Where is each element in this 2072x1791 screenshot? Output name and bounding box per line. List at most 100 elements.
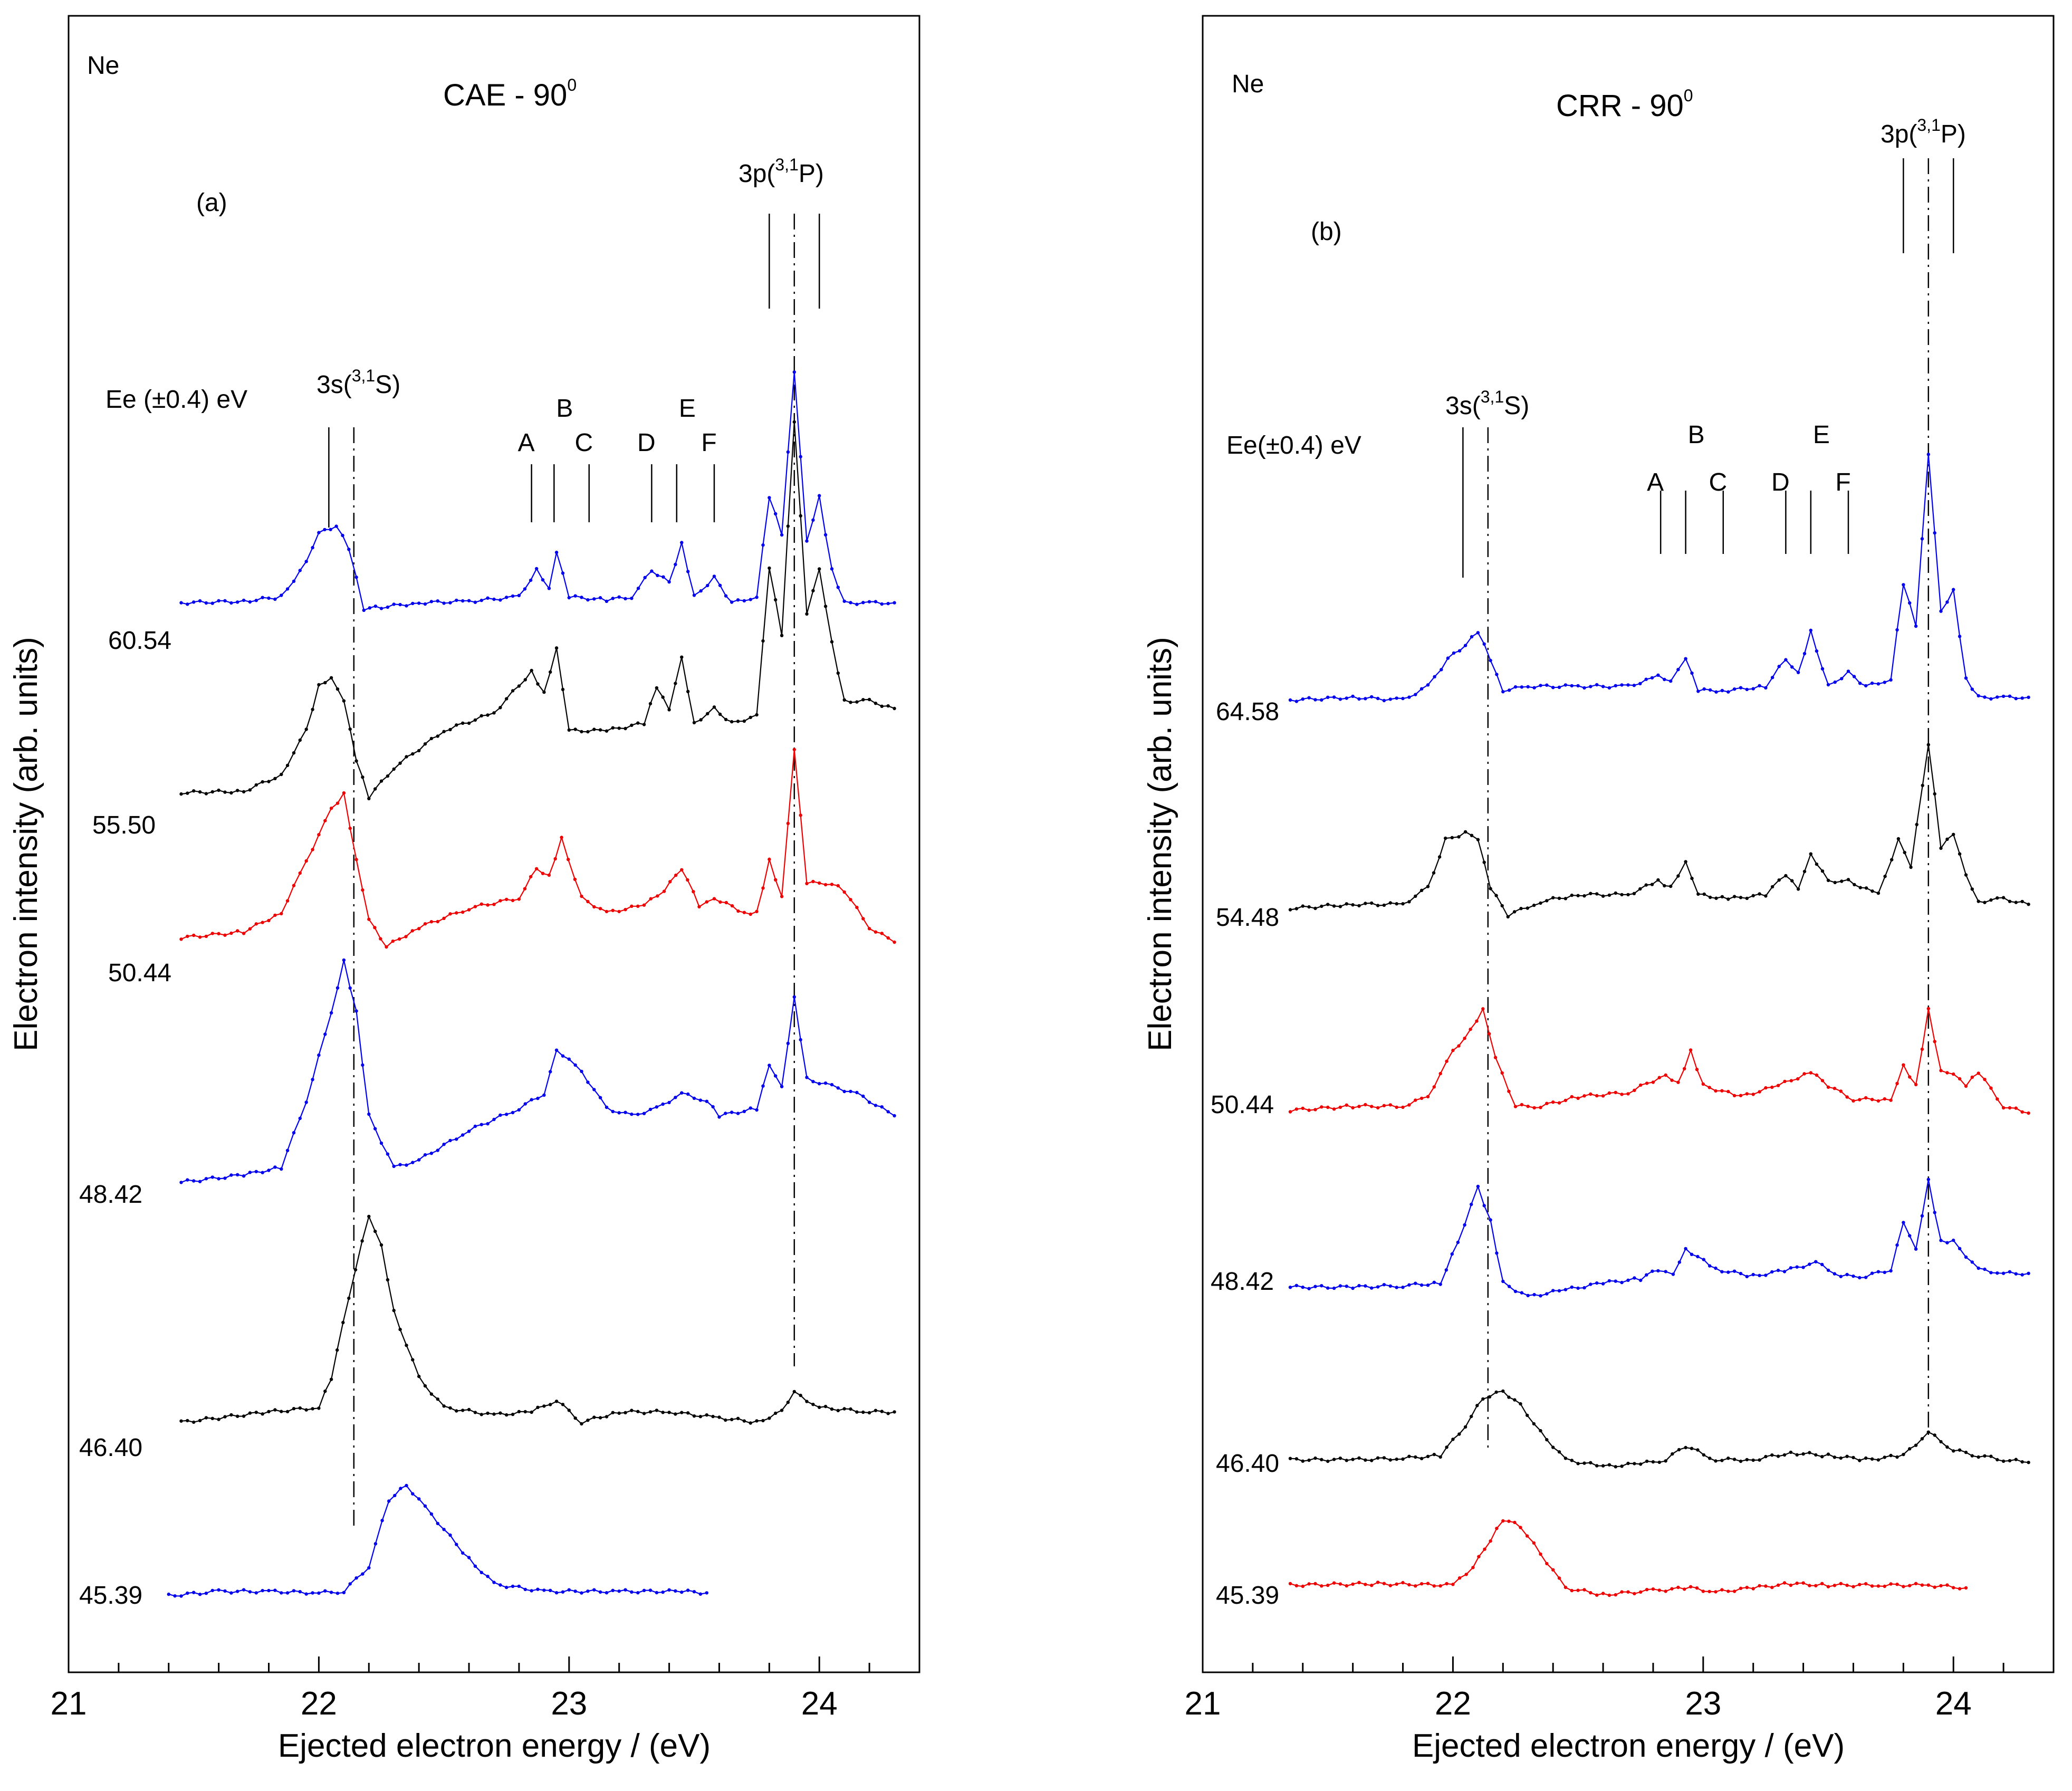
data-point	[761, 886, 765, 890]
data-point	[192, 933, 196, 937]
data-point	[774, 1074, 778, 1078]
data-point	[1563, 683, 1568, 687]
data-point	[1614, 1279, 1617, 1283]
data-point	[1313, 1582, 1317, 1586]
data-point	[1307, 905, 1311, 909]
data-point	[1520, 1103, 1524, 1107]
data-point	[542, 1404, 546, 1408]
data-point	[1320, 698, 1323, 702]
data-point	[1676, 874, 1680, 878]
data-point	[511, 1110, 515, 1115]
feature-letter: F	[701, 429, 716, 457]
data-point	[1407, 900, 1411, 904]
data-point	[1382, 698, 1386, 703]
data-point	[1758, 1584, 1761, 1588]
data-point	[273, 1165, 277, 1169]
data-point	[423, 742, 427, 746]
data-point	[1656, 673, 1660, 677]
data-point	[780, 1409, 784, 1412]
data-point	[1589, 1591, 1593, 1595]
data-point	[523, 678, 527, 682]
data-point	[1908, 1584, 1912, 1587]
data-point	[1846, 669, 1850, 673]
data-point	[1926, 1583, 1930, 1587]
data-point	[1463, 1037, 1466, 1040]
data-point	[880, 704, 884, 708]
data-point	[254, 1591, 258, 1595]
data-point	[410, 929, 414, 933]
data-point	[1639, 1462, 1643, 1466]
data-point	[267, 918, 271, 923]
data-point	[1471, 1566, 1475, 1569]
data-point	[479, 902, 483, 906]
data-point	[836, 671, 840, 675]
data-point	[1513, 1520, 1517, 1525]
data-point	[698, 1098, 703, 1102]
data-point	[1939, 1584, 1943, 1588]
data-point	[2020, 899, 2024, 904]
data-point	[648, 702, 653, 706]
data-point	[611, 1411, 615, 1414]
data-point	[786, 1401, 790, 1404]
data-point	[1876, 1099, 1881, 1103]
data-point	[580, 1422, 583, 1426]
data-point	[1920, 1047, 1924, 1051]
data-point	[1288, 1286, 1292, 1289]
data-point	[893, 1114, 896, 1118]
data-point	[411, 1492, 415, 1496]
data-point	[554, 1591, 559, 1595]
data-point	[680, 1411, 684, 1414]
data-point	[1933, 531, 1936, 535]
data-point	[1532, 1106, 1536, 1110]
data-point	[1301, 1285, 1304, 1289]
data-point	[1908, 601, 1912, 605]
data-point	[1883, 1097, 1886, 1101]
energy-label: 50.44	[1211, 1091, 1274, 1119]
data-point	[1626, 1590, 1630, 1594]
data-point	[386, 1278, 390, 1282]
data-point	[1696, 1448, 1700, 1452]
data-point	[1475, 1019, 1479, 1023]
data-point	[1313, 1108, 1317, 1112]
data-point	[2027, 1111, 2030, 1115]
data-point	[1351, 1286, 1355, 1290]
data-point	[650, 569, 654, 573]
data-point	[192, 1591, 196, 1594]
data-point	[1952, 1586, 1955, 1589]
data-point	[1414, 1098, 1417, 1102]
data-point	[179, 937, 183, 941]
data-point	[1526, 1534, 1529, 1538]
data-point	[1451, 1583, 1455, 1586]
data-point	[498, 1411, 502, 1415]
data-point	[1582, 1094, 1586, 1098]
data-point	[1808, 1262, 1811, 1266]
data-point	[248, 1171, 252, 1174]
data-point	[448, 1138, 452, 1143]
data-point	[1839, 1456, 1843, 1460]
data-point	[712, 574, 716, 578]
data-point	[1401, 1581, 1405, 1585]
data-point	[1401, 902, 1405, 906]
data-point	[1784, 658, 1788, 662]
data-point	[1482, 642, 1486, 646]
data-point	[623, 1411, 627, 1414]
data-point	[780, 634, 784, 637]
data-point	[217, 932, 220, 936]
data-point	[492, 1117, 496, 1122]
data-point	[656, 894, 659, 898]
data-point	[1426, 1582, 1430, 1585]
data-point	[886, 601, 890, 606]
data-point	[855, 905, 859, 909]
data-point	[1764, 1454, 1768, 1459]
data-point	[1958, 1247, 1962, 1250]
data-point	[411, 1358, 415, 1362]
data-point	[1920, 1583, 1924, 1587]
data-point	[467, 721, 471, 725]
data-point	[611, 1588, 615, 1592]
data-point	[386, 605, 390, 609]
data-point	[1695, 1586, 1699, 1590]
data-point	[429, 1392, 434, 1396]
data-point	[674, 873, 678, 877]
data-point	[1432, 1280, 1436, 1284]
data-point	[661, 1411, 665, 1414]
